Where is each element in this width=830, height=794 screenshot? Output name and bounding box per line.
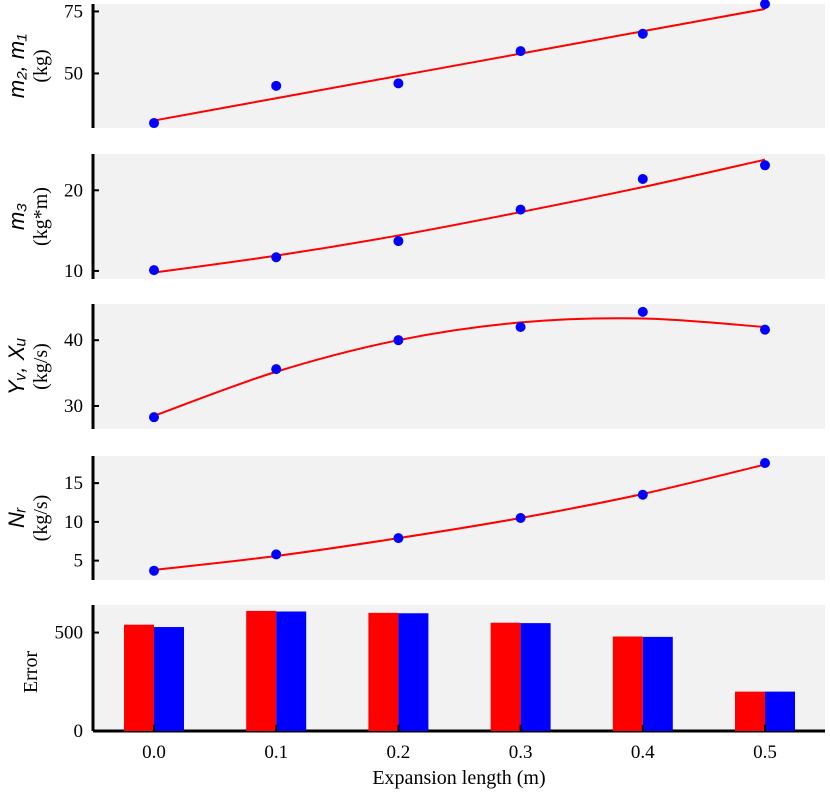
data-point <box>393 533 404 544</box>
data-point <box>149 412 159 423</box>
data-point <box>760 0 770 9</box>
bar-red <box>735 691 765 731</box>
y-axis-label: Error <box>20 651 42 694</box>
data-point <box>515 513 526 523</box>
x-tick-label: 0.2 <box>387 742 411 763</box>
data-point <box>637 489 648 500</box>
data-point <box>271 549 282 560</box>
x-tick-label: 0.4 <box>631 742 655 763</box>
y-tick-label: 10 <box>64 261 83 282</box>
y-axis-label: m₃ <box>4 203 29 230</box>
data-point <box>760 324 770 335</box>
x-tick-label: 0.0 <box>142 742 166 763</box>
bar-red <box>368 612 399 731</box>
fit-line <box>153 7 766 122</box>
y-axis-unit: (kg) <box>30 49 52 82</box>
y-tick-label: 500 <box>55 623 84 644</box>
plot-background <box>93 154 825 279</box>
bar-red <box>246 610 277 731</box>
data-point <box>149 565 159 576</box>
y-tick-label: 50 <box>64 63 83 84</box>
y-axis-label: m₂, m₁ <box>4 34 29 98</box>
x-tick-label: 0.3 <box>509 742 533 763</box>
bar-red <box>490 622 521 731</box>
panel-3: 30 40 Yᵥ, Xᵤ (kg/s) <box>4 304 825 429</box>
y-tick-label: 20 <box>64 180 83 201</box>
panel-5: 0 500 Error 0.0 0.1 0.2 0.3 0.4 0.5 <box>20 605 825 763</box>
bar-blue <box>398 613 429 731</box>
data-point <box>515 204 526 215</box>
data-point <box>393 236 404 247</box>
data-point <box>760 457 770 468</box>
y-axis-label: Nᵣ <box>4 507 29 528</box>
bar-red <box>124 624 154 731</box>
plot-background <box>93 456 825 580</box>
data-point <box>515 322 526 333</box>
y-axis-unit: (kg/s) <box>30 343 52 390</box>
y-tick-label: 40 <box>64 330 83 351</box>
plot-background <box>93 304 825 429</box>
data-point <box>271 364 282 375</box>
data-point <box>637 28 648 39</box>
bar-blue <box>765 691 795 731</box>
y-axis-unit: (kg/s) <box>30 495 52 542</box>
data-point <box>271 252 282 263</box>
data-point <box>393 335 404 346</box>
data-point <box>271 80 282 91</box>
y-axis-unit: (kg*m) <box>30 187 52 246</box>
x-axis-label: Expansion length (m) <box>372 767 545 789</box>
fit-line <box>153 463 766 571</box>
panel-2: 10 20 m₃ (kg*m) <box>4 154 825 282</box>
bar-blue <box>520 623 551 731</box>
bar-blue <box>154 627 184 731</box>
x-tick-label: 0.5 <box>753 742 777 763</box>
plot-background <box>93 605 825 731</box>
y-tick-label: 75 <box>64 1 83 22</box>
y-tick-label: 10 <box>64 512 83 533</box>
fit-line <box>153 158 766 274</box>
bar-red <box>612 636 643 731</box>
data-point <box>149 265 159 276</box>
data-point <box>393 78 404 89</box>
panel-4: 5 10 15 Nᵣ (kg/s) <box>4 456 825 580</box>
y-tick-label: 5 <box>74 551 84 572</box>
y-axis-label: Yᵥ, Xᵤ <box>4 338 29 395</box>
x-tick-label: 0.1 <box>264 742 288 763</box>
data-point <box>760 160 770 171</box>
bar-blue <box>276 611 307 731</box>
y-tick-label: 30 <box>64 396 83 417</box>
data-point <box>515 46 526 57</box>
data-point <box>637 306 648 317</box>
y-tick-label: 0 <box>74 721 84 742</box>
data-point <box>149 118 159 129</box>
fit-line <box>153 317 766 417</box>
y-tick-label: 15 <box>64 473 83 494</box>
bar-blue <box>642 636 673 731</box>
plot-background <box>93 4 825 128</box>
panel-1: 50 75 m₂, m₁ (kg) <box>4 0 825 129</box>
data-point <box>637 174 648 184</box>
